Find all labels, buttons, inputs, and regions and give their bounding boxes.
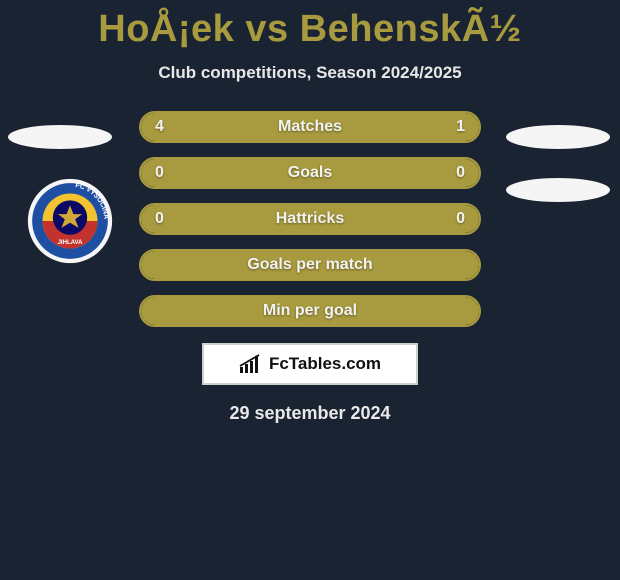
- stats-column: 4 Matches 1 0 Goals 0 0 Hattricks 0 Goal…: [139, 111, 481, 327]
- fc-vysocina-logo-icon: FC VYSOCINA JIHLAVA: [27, 178, 113, 264]
- stat-label: Min per goal: [141, 302, 479, 320]
- player-left-badge-placeholder: [8, 125, 112, 149]
- stat-row-goals-per-match: Goals per match: [139, 249, 481, 281]
- stat-label: Hattricks: [141, 210, 479, 228]
- date-line: 29 september 2024: [0, 403, 620, 424]
- stat-value-right: 1: [456, 118, 465, 136]
- brand-attribution[interactable]: FcTables.com: [202, 343, 418, 385]
- player-right-badge-placeholder-2: [506, 178, 610, 202]
- stat-row-min-per-goal: Min per goal: [139, 295, 481, 327]
- stat-value-right: 0: [456, 164, 465, 182]
- player-right-badge-placeholder-1: [506, 125, 610, 149]
- svg-text:JIHLAVA: JIHLAVA: [58, 240, 83, 246]
- stat-label: Goals: [141, 164, 479, 182]
- stat-row-hattricks: 0 Hattricks 0: [139, 203, 481, 235]
- brand-text: FcTables.com: [269, 354, 381, 374]
- stat-label: Matches: [141, 118, 479, 136]
- stat-row-matches: 4 Matches 1: [139, 111, 481, 143]
- stat-value-right: 0: [456, 210, 465, 228]
- stat-label: Goals per match: [141, 256, 479, 274]
- chart-ascending-icon: [239, 354, 263, 374]
- subtitle: Club competitions, Season 2024/2025: [0, 63, 620, 83]
- club-logo-left: FC VYSOCINA JIHLAVA: [27, 178, 113, 264]
- page-title: HoÅ¡ek vs BehenskÃ½: [0, 0, 620, 51]
- stat-row-goals: 0 Goals 0: [139, 157, 481, 189]
